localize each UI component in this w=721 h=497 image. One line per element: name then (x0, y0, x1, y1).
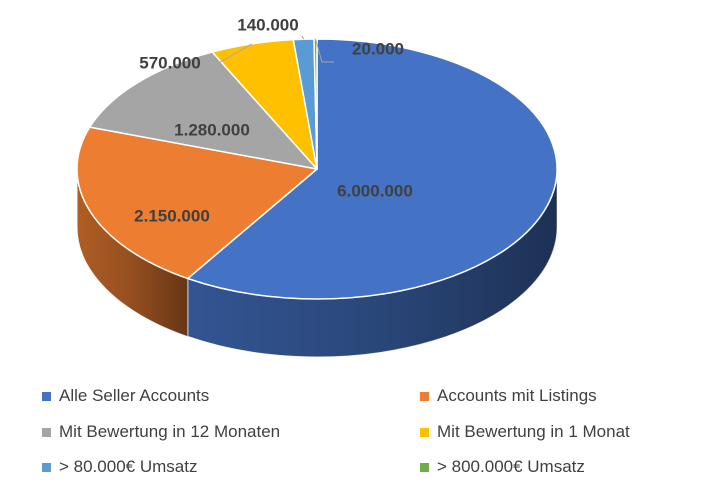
legend-label: Accounts mit Listings (437, 386, 597, 405)
legend-label: Mit Bewertung in 12 Monaten (59, 422, 281, 441)
legend-item-mit-bewertung-12-monaten: Mit Bewertung in 12 Monaten (42, 422, 280, 442)
leader-lines (207, 35, 334, 70)
pie-side-shade (187, 169, 557, 357)
data-label-mit-bewertung-in-1-monat: 570.000 (139, 53, 200, 72)
legend-item-alle-seller-accounts: Alle Seller Accounts (42, 386, 209, 406)
data-label-800-000-umsatz: 20.000 (352, 39, 404, 58)
pie-slice-mit-bewertung-in-12-monaten (89, 51, 318, 170)
pie-slice-alle-seller-accounts (186, 38, 558, 300)
legend-label: > 80.000€ Umsatz (59, 457, 198, 476)
data-label-80-000-umsatz: 140.000 (237, 15, 298, 34)
legend-item-80000-umsatz: > 80.000€ Umsatz (42, 457, 197, 477)
legend-item-800000-umsatz: > 800.000€ Umsatz (420, 457, 585, 477)
legend-label: > 800.000€ Umsatz (437, 457, 585, 476)
leader-line-mit-bewertung-in-1-monat (207, 43, 253, 70)
legend-swatch (420, 391, 429, 401)
legend-swatch (42, 427, 51, 437)
legend-item-accounts-mit-listings: Accounts mit Listings (420, 386, 597, 406)
legend-item-mit-bewertung-1-monat: Mit Bewertung in 1 Monat (420, 422, 630, 442)
legend-swatch (420, 462, 429, 472)
leader-line-80-000-umsatz (301, 35, 305, 40)
data-label-mit-bewertung-in-12-monaten: 1.280.000 (174, 120, 250, 139)
legend-swatch (42, 391, 51, 401)
data-label-alle-seller-accounts: 6.000.000 (337, 181, 413, 200)
data-labels: 6.000.000 2.150.000 1.280.000 570.000 140.00… (134, 15, 413, 225)
legend-swatch (42, 462, 51, 472)
legend-swatch (420, 427, 429, 437)
pie-slice-accounts-mit-listings (76, 126, 318, 280)
data-label-accounts-mit-listings: 2.150.000 (134, 206, 210, 225)
legend-label: Mit Bewertung in 1 Monat (437, 422, 630, 441)
leader-line-800-000-umsatz (315, 38, 334, 63)
pie-tops (76, 38, 558, 300)
legend-label: Alle Seller Accounts (59, 386, 210, 405)
